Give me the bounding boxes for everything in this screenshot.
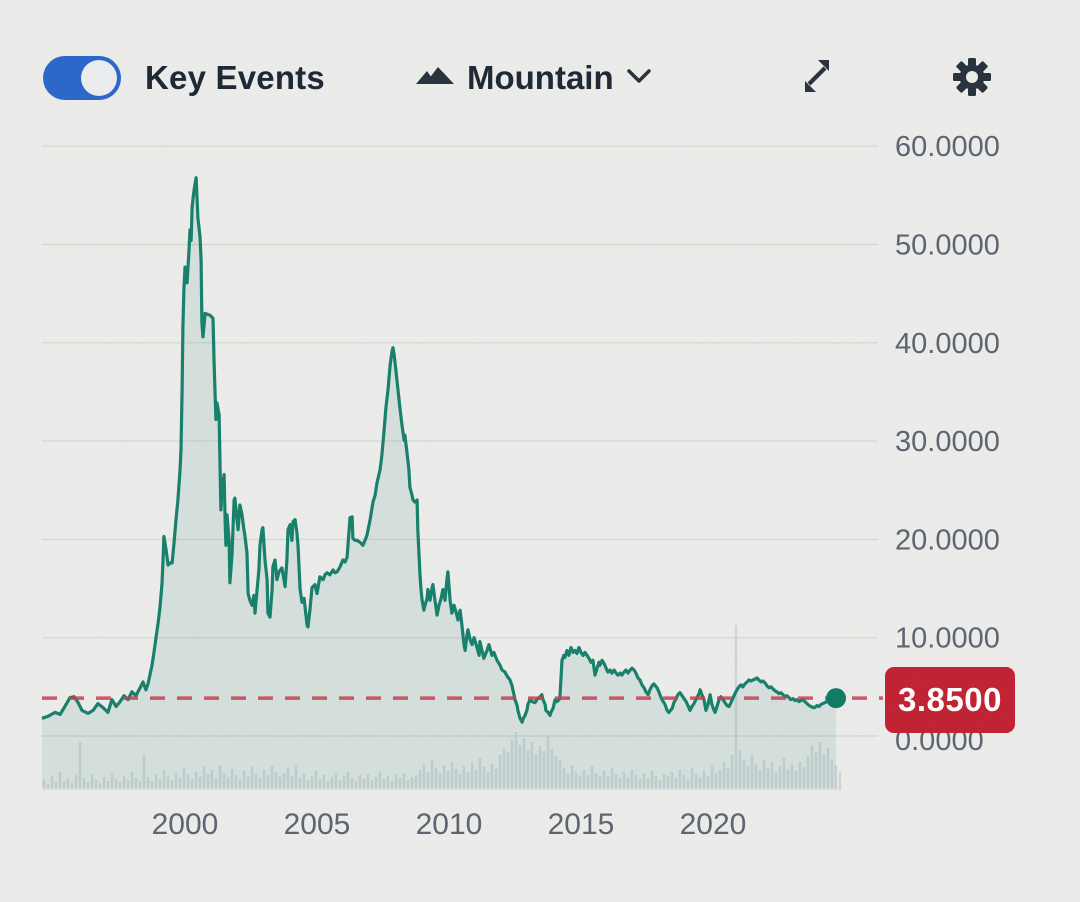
svg-text:2015: 2015 — [548, 808, 615, 841]
x-axis-labels: 2000 2005 2010 2015 2020 — [152, 808, 747, 841]
svg-text:10.0000: 10.0000 — [895, 623, 1000, 655]
svg-text:2010: 2010 — [416, 808, 483, 841]
svg-text:20.0000: 20.0000 — [895, 524, 1000, 556]
svg-text:2000: 2000 — [152, 808, 219, 841]
svg-text:2020: 2020 — [680, 808, 747, 841]
current-price-badge: 3.8500 — [885, 667, 1015, 733]
svg-text:60.0000: 60.0000 — [895, 131, 1000, 163]
svg-text:30.0000: 30.0000 — [895, 426, 1000, 458]
last-price-dot — [826, 688, 847, 709]
y-axis-labels: 60.0000 50.0000 40.0000 30.0000 20.0000 10.00… — [895, 131, 1000, 757]
svg-text:40.0000: 40.0000 — [895, 328, 1000, 360]
svg-text:50.0000: 50.0000 — [895, 230, 1000, 262]
svg-text:2005: 2005 — [284, 808, 351, 841]
